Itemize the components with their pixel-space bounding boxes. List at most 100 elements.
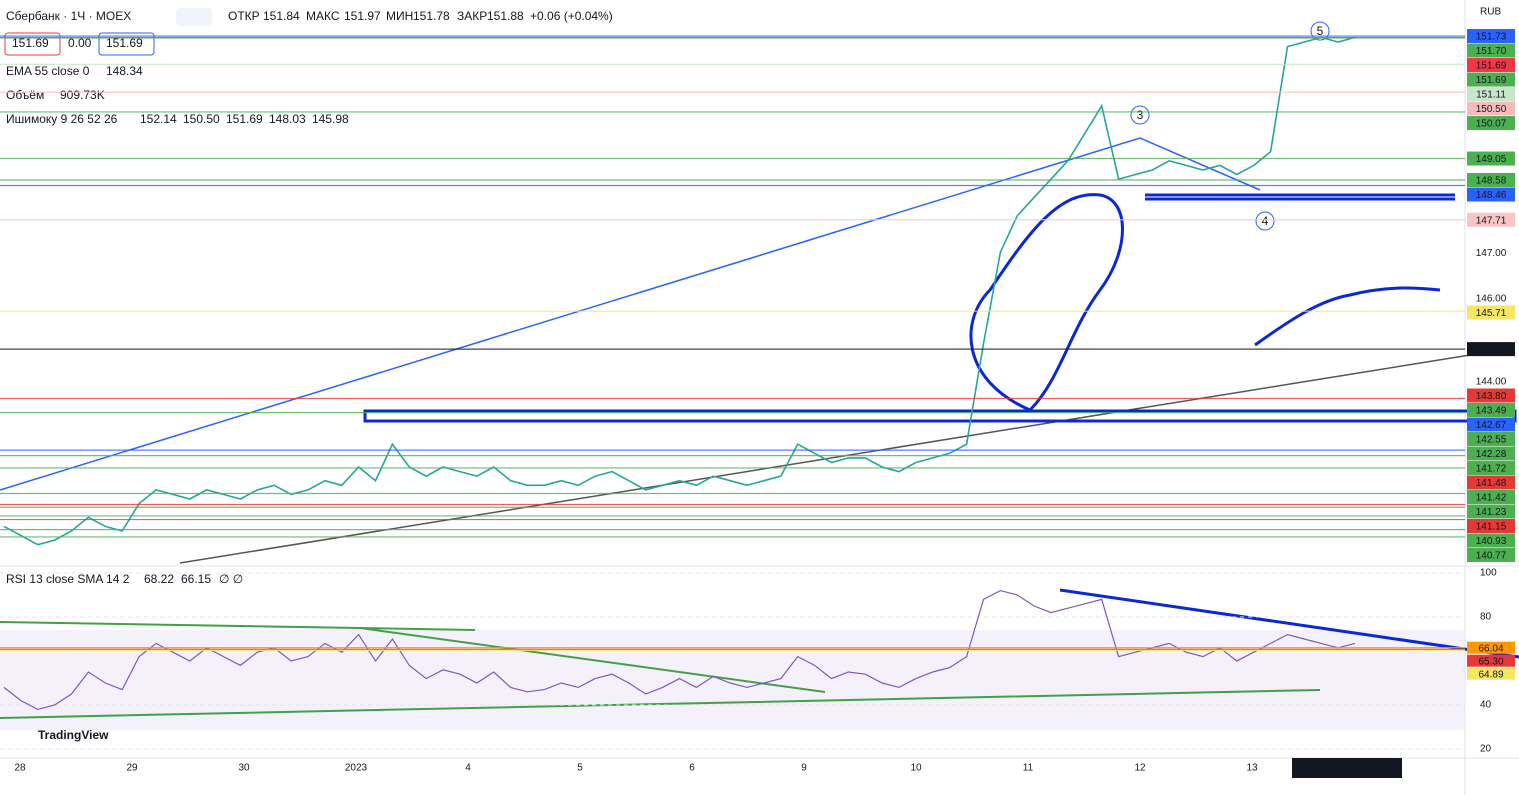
price-label: 146.00 (1476, 294, 1507, 305)
price-label: 142.55 (1476, 435, 1507, 446)
price-label: 151.73 (1476, 32, 1507, 43)
spread: 0.00 (68, 36, 92, 50)
rsi-tick-label: 20 (1480, 744, 1492, 755)
time-label: 10 (910, 763, 922, 774)
price-label: 148.58 (1476, 176, 1507, 187)
price-label-bg (1467, 29, 1515, 44)
price-label: 141.72 (1476, 464, 1507, 475)
price-label: 145.71 (1476, 308, 1507, 319)
ohlc-value: 151.88 (487, 9, 524, 23)
price-label: 144.88 (1476, 345, 1507, 356)
price-label: 151.70 (1476, 46, 1507, 57)
price-label: 142.67 (1476, 420, 1507, 431)
ohlc-value: 151.84 (263, 9, 300, 23)
price-label-bg (1467, 43, 1515, 58)
sell-button[interactable] (4, 32, 61, 56)
wave-circle (1255, 211, 1275, 231)
price-label: 141.15 (1476, 522, 1507, 533)
time-label: 29 (126, 763, 138, 774)
rsi-label-bg (1467, 667, 1515, 680)
rsi-tick-label: 100 (1480, 568, 1497, 579)
price-label-bg (1467, 173, 1515, 188)
indicator-value: ∅ ∅ (219, 572, 243, 586)
price-label-bg (1467, 87, 1515, 102)
indicator-name[interactable]: Объём (6, 88, 44, 102)
price-label: 151.11 (1476, 90, 1506, 101)
indicator-value: 148.03 (269, 112, 306, 126)
compare-button[interactable] (176, 8, 212, 26)
price-label: 141.42 (1476, 493, 1507, 504)
wave-label: 3 (1137, 108, 1144, 122)
price-label-bg (1467, 305, 1515, 320)
price-label-bg (1467, 475, 1515, 490)
ohlc-value: 151.97 (344, 9, 381, 23)
price-label-bg (1467, 58, 1515, 73)
price-label: 141.48 (1476, 478, 1507, 489)
wave-circle (1130, 105, 1150, 125)
price-label-bg (1467, 548, 1515, 562)
price-label: 151.69 (1476, 61, 1507, 72)
brand: TradingView (38, 728, 109, 742)
wave-circle (1310, 21, 1330, 41)
time-label: 6 (689, 763, 695, 774)
rsi-tick-label: 80 (1480, 612, 1492, 623)
price-label-bg (1467, 504, 1515, 519)
time-label: 28 (14, 763, 26, 774)
drawn-curve (1254, 286, 1441, 347)
price-label-bg (1467, 151, 1515, 166)
buy-button[interactable] (98, 32, 155, 56)
price-label-bg (1467, 446, 1515, 461)
price-label-bg (1467, 388, 1515, 403)
indicator-value: 152.14 (140, 112, 177, 126)
price-label-bg (1467, 461, 1515, 475)
wave-label: 5 (1317, 24, 1324, 38)
sell-price: 151.69 (12, 36, 49, 50)
ohlc-label: МАКС (306, 9, 340, 23)
indicator-value: 909.73K (60, 88, 105, 102)
wave-label: 4 (1262, 214, 1269, 228)
indicator-name[interactable]: EMA 55 close 0 (6, 64, 90, 78)
rsi-line (3, 589, 1356, 711)
price-label: 150.50 (1476, 104, 1507, 115)
price-label-bg (1467, 72, 1515, 87)
price-label: 149.05 (1476, 154, 1507, 165)
time-label: 13 (1246, 763, 1258, 774)
cursor-date-bg (1292, 758, 1402, 778)
indicator-name[interactable]: Ишимоку 9 26 52 26 (6, 112, 118, 126)
rsi-trend (1059, 588, 1519, 659)
price-label: 140.77 (1476, 551, 1507, 562)
price-label: 142.28 (1476, 449, 1507, 460)
price-label: 151.69 (1476, 75, 1507, 86)
price-label-bg (1467, 116, 1515, 131)
time-label: 12 (1134, 763, 1146, 774)
price-label: 147.00 (1476, 248, 1507, 259)
indicator-name[interactable]: RSI 13 close SMA 14 2 (6, 572, 130, 586)
rsi-line (0, 621, 1321, 719)
cursor-time: 22:00 (1370, 760, 1401, 774)
indicator-value: 66.15 (181, 572, 211, 586)
symbol[interactable]: Сбербанк · 1Ч · MOEX (6, 9, 131, 23)
rsi-label: 65.30 (1478, 656, 1503, 667)
currency[interactable]: RUB (1480, 7, 1501, 18)
indicator-value: 145.98 (312, 112, 349, 126)
price-label: 143.80 (1476, 391, 1507, 402)
indicator-value: 148.34 (106, 64, 143, 78)
rsi-label: 66.04 (1478, 643, 1503, 654)
price-label: 144.00 (1476, 377, 1507, 388)
price-label-bg (1467, 403, 1515, 417)
buy-price: 151.69 (106, 36, 143, 50)
drawn-line (1145, 193, 1455, 201)
price-label: 148.46 (1476, 190, 1507, 201)
indicator-value: 151.69 (226, 112, 263, 126)
ohlc-label: ОТКР (228, 9, 260, 23)
price-label-bg (1467, 342, 1515, 357)
indicator-value: 68.22 (144, 572, 174, 586)
price-label-bg (1467, 490, 1515, 504)
price-label-bg (1467, 101, 1515, 116)
price-label-bg (1467, 417, 1515, 432)
price-label-bg (1467, 533, 1515, 548)
price-line (3, 36, 1356, 546)
rsi-label-bg (1467, 654, 1515, 667)
drawn-ellipse (969, 193, 1124, 412)
